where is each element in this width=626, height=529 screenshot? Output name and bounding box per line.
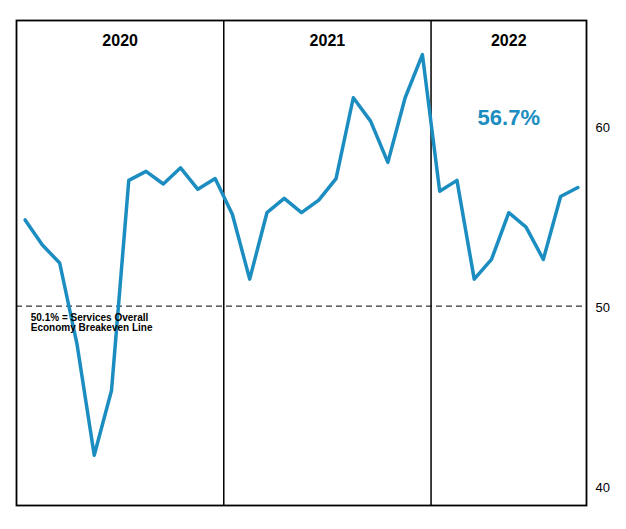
svg-text:2022: 2022 [491,32,527,49]
svg-text:56.7%: 56.7% [478,105,540,130]
svg-text:2020: 2020 [102,32,138,49]
svg-text:50.1% = Services OverallEconom: 50.1% = Services OverallEconomy Breakeve… [31,312,153,333]
svg-text:60: 60 [596,120,610,135]
svg-text:50: 50 [596,300,610,315]
svg-text:2021: 2021 [310,32,346,49]
svg-text:40: 40 [596,480,610,495]
